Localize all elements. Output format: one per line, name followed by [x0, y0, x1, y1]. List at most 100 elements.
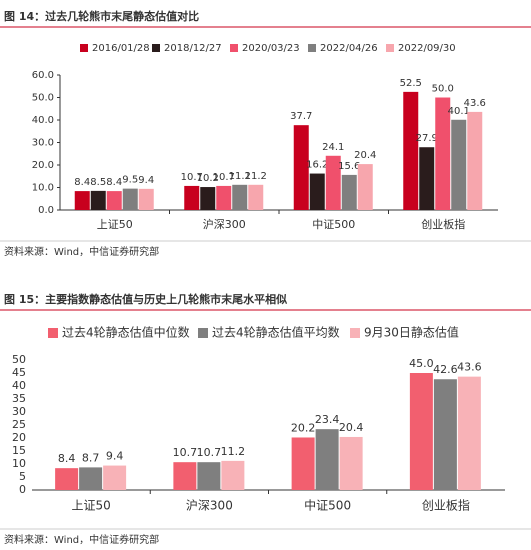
x-tick-label: 沪深300: [203, 217, 246, 231]
legend-label: 2022/04/26: [320, 43, 378, 54]
legend-swatch: [80, 44, 88, 52]
bar: [457, 376, 481, 490]
y-tick-label: 25: [12, 418, 26, 431]
bar: [197, 462, 221, 490]
bar: [451, 119, 467, 210]
legend-swatch: [198, 328, 208, 338]
source-note: 资料来源：Wind，中信证券研究部: [4, 533, 159, 546]
bar: [433, 379, 457, 490]
y-tick-label: 60.0: [32, 70, 54, 81]
legend-swatch: [308, 44, 316, 52]
bar: [173, 462, 197, 490]
value-label: 9.5: [122, 175, 138, 186]
y-tick-label: 35: [12, 392, 26, 405]
value-label: 8.7: [82, 451, 100, 464]
bar: [419, 147, 435, 210]
value-label: 8.4: [58, 452, 76, 465]
figure-caption: 图 15：主要指数静态估值与历史上几轮熊市末尾水平相似: [4, 292, 287, 306]
value-label: 27.9: [416, 133, 438, 144]
legend-swatch: [48, 328, 58, 338]
bar: [122, 188, 138, 210]
bar: [315, 429, 339, 490]
bar: [357, 164, 373, 210]
value-label: 8.4: [74, 177, 90, 188]
y-tick-label: 5: [19, 470, 26, 483]
bar: [216, 185, 232, 210]
legend-label: 2020/03/23: [242, 43, 300, 54]
value-label: 43.6: [457, 361, 482, 374]
bar: [232, 184, 248, 210]
legend-label: 2016/01/28: [92, 43, 150, 54]
value-label: 8.4: [106, 177, 122, 188]
bar: [106, 191, 122, 210]
value-label: 37.7: [290, 111, 312, 122]
value-label: 11.2: [229, 171, 251, 182]
value-label: 40.1: [448, 106, 470, 117]
value-label: 15.6: [338, 161, 360, 172]
x-tick-label: 创业板指: [421, 217, 465, 231]
x-tick-label: 沪深300: [186, 499, 233, 513]
legend-label: 过去4轮静态估值平均数: [212, 325, 340, 340]
bar: [55, 468, 79, 490]
value-label: 45.0: [409, 357, 434, 370]
legend-swatch: [230, 44, 238, 52]
x-tick-label: 中证500: [304, 498, 351, 513]
bar: [309, 173, 325, 210]
y-tick-label: 0: [19, 483, 26, 496]
y-tick-label: 20.0: [32, 160, 54, 171]
x-tick-label: 创业板指: [422, 498, 470, 513]
value-label: 11.2: [221, 445, 246, 458]
y-tick-label: 30.0: [32, 138, 54, 149]
value-label: 20.4: [354, 150, 376, 161]
figure-caption: 图 14：过去几轮熊市末尾静态估值对比: [4, 9, 199, 23]
value-label: 10.7: [173, 446, 198, 459]
x-tick-label: 上证50: [97, 218, 133, 231]
value-label: 9.4: [106, 450, 124, 463]
value-label: 20.2: [291, 421, 316, 434]
bar: [103, 465, 127, 490]
y-tick-label: 10: [12, 457, 26, 470]
bar: [74, 191, 90, 210]
x-tick-label: 中证500: [312, 218, 355, 231]
bar: [339, 436, 363, 490]
bar: [90, 190, 106, 210]
legend-label: 9月30日静态估值: [364, 325, 459, 340]
bar: [79, 467, 103, 490]
bar: [341, 174, 357, 210]
bar: [467, 111, 483, 210]
x-tick-label: 上证50: [71, 499, 110, 513]
bar: [409, 373, 433, 490]
y-tick-label: 40.0: [32, 115, 54, 126]
bar: [200, 187, 216, 210]
y-tick-label: 45: [12, 366, 26, 379]
y-tick-label: 50: [12, 353, 26, 366]
value-label: 10.2: [197, 173, 219, 184]
value-label: 10.7: [181, 172, 203, 183]
value-label: 52.5: [400, 78, 422, 89]
bar: [293, 125, 309, 210]
bar: [138, 188, 154, 210]
legend-label: 2022/09/30: [398, 43, 456, 54]
value-label: 10.7: [213, 172, 235, 183]
value-label: 43.6: [464, 98, 486, 109]
value-label: 16.2: [306, 160, 328, 171]
legend-swatch: [386, 44, 394, 52]
y-tick-label: 15: [12, 444, 26, 457]
y-tick-label: 10.0: [32, 183, 54, 194]
legend-label: 过去4轮静态估值中位数: [62, 325, 190, 340]
bar: [248, 184, 264, 210]
source-note: 资料来源：Wind，中信证券研究部: [4, 245, 159, 258]
legend-swatch: [350, 328, 360, 338]
value-label: 20.4: [339, 421, 364, 434]
bar: [403, 91, 419, 210]
bar: [291, 437, 315, 490]
value-label: 50.0: [432, 84, 454, 95]
value-label: 24.1: [322, 142, 344, 153]
bar: [184, 185, 200, 210]
y-tick-label: 0.0: [38, 205, 54, 216]
value-label: 9.4: [138, 175, 154, 186]
value-label: 42.6: [433, 363, 458, 376]
y-tick-label: 40: [12, 379, 26, 392]
y-tick-label: 20: [12, 431, 26, 444]
